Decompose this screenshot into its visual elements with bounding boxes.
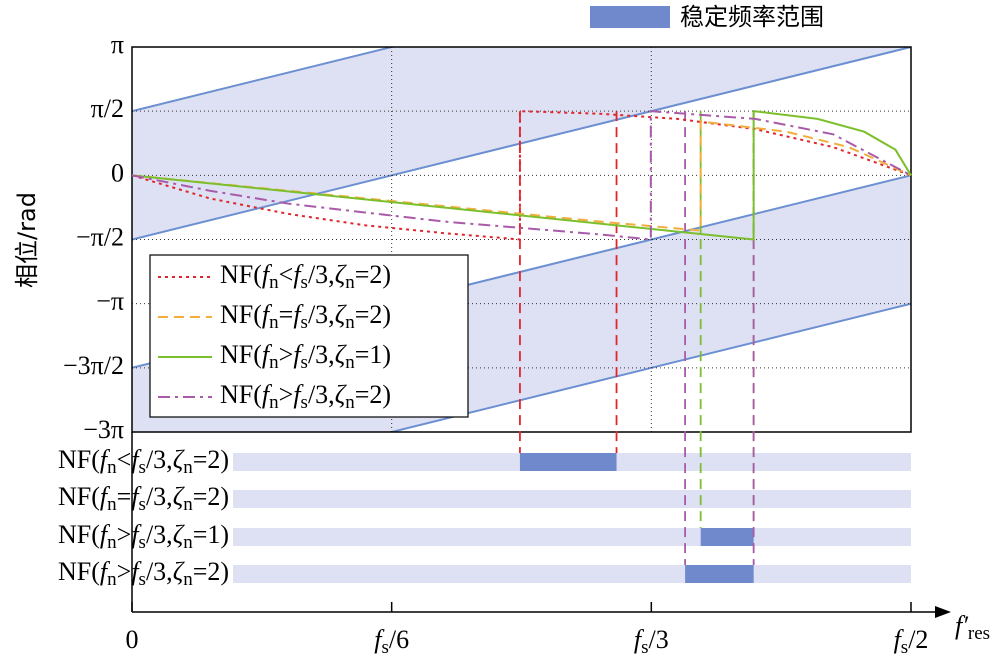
stable-edge [132,47,396,113]
stable-range-bar [519,453,617,471]
x-tick-label: fs/2 [894,625,929,658]
y-axis-label: 相位/rad [13,192,41,288]
plot-layer: π π/2 0 −π/2 −π −3π/2 −3π 相位/rad 0 fs/6 fs/3 fs/2 f′… [13,3,990,658]
y-tick-label: −3π [83,415,124,444]
plot-frame [131,46,912,433]
stable-legend-swatch [590,6,670,28]
row-strip [233,528,911,546]
y-tick-label: π/2 [91,94,124,123]
row-strip [233,490,911,508]
x-tick-label: 0 [126,625,139,654]
row-label: NF(fn=fs/3,ζn=2) [58,482,229,515]
x-axis-label: f′res [955,611,990,644]
row-label: NF(fn>fs/3,ζn=2) [58,557,229,590]
series-line [131,110,912,241]
stable-range-bar [700,528,754,546]
y-tick-label: −π/2 [76,222,124,251]
y-tick-label: −π [96,287,124,316]
series-line [131,110,912,241]
stable-edge [132,47,911,241]
x-axis-arrow [935,606,951,618]
x-tick-label: fs/6 [374,625,409,658]
legend-label: NF(fn>fs/3,ζn=2) [220,380,391,413]
row-strip [233,565,911,583]
row-label: NF(fn>fs/3,ζn=1) [58,520,229,553]
stable-legend-label: 稳定频率范围 [680,3,824,31]
row-label: NF(fn<fs/3,ζn=2) [58,445,229,478]
legend-box [149,254,469,418]
y-tick-label: 0 [111,158,124,187]
series-line [131,110,912,241]
y-tick-label: −3π/2 [63,351,124,380]
legend-label: NF(fn<fs/3,ζn=2) [220,260,391,293]
stable-edge [387,302,911,432]
y-tick-label: π [111,30,124,59]
legend-label: NF(fn=fs/3,ζn=2) [220,300,391,333]
x-tick-label: fs/3 [634,625,669,658]
legend-label: NF(fn>fs/3,ζn=1) [220,340,391,373]
stable-range-bar [685,565,754,583]
